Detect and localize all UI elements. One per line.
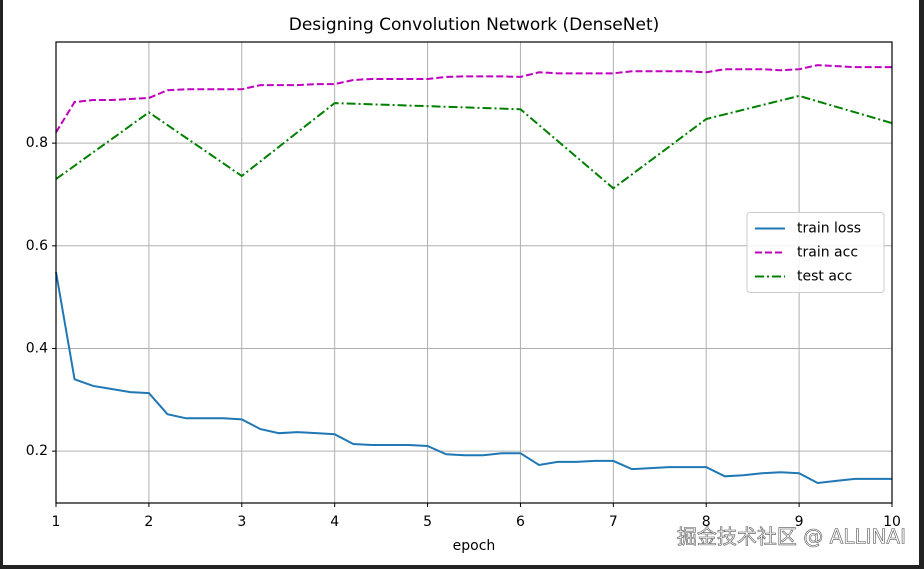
legend-label: train acc xyxy=(797,245,858,261)
legend: train loss train acc test acc xyxy=(746,212,885,293)
x-tick-label: 2 xyxy=(144,514,153,530)
x-tick-label: 8 xyxy=(702,514,711,530)
x-tick-label: 4 xyxy=(330,514,339,530)
line-series xyxy=(55,94,893,190)
legend-label: test acc xyxy=(797,269,852,285)
x-tick-label: 5 xyxy=(423,514,432,530)
x-tick-label: 6 xyxy=(516,514,525,530)
y-tick-label: 0.8 xyxy=(26,135,48,151)
legend-label: train loss xyxy=(797,221,861,237)
y-tick-label: 0.4 xyxy=(26,340,48,356)
legend-box xyxy=(746,212,885,293)
y-tick-label: 0.2 xyxy=(26,443,48,459)
x-tick-label: 7 xyxy=(609,514,618,530)
line-series xyxy=(55,271,892,485)
x-tick-label: 1 xyxy=(52,514,61,530)
plot-frame xyxy=(55,41,893,504)
x-axis-label: epoch xyxy=(453,538,496,554)
y-tick-label: 0.6 xyxy=(26,238,48,254)
x-tick-label: 3 xyxy=(237,514,246,530)
x-tick-label: 10 xyxy=(883,514,901,530)
x-tick-label: 9 xyxy=(795,514,804,530)
chart-title: Designing Convolution Network (DenseNet) xyxy=(289,15,660,35)
watermark: 掘金技术社区 @ ALLINAI xyxy=(677,525,906,549)
